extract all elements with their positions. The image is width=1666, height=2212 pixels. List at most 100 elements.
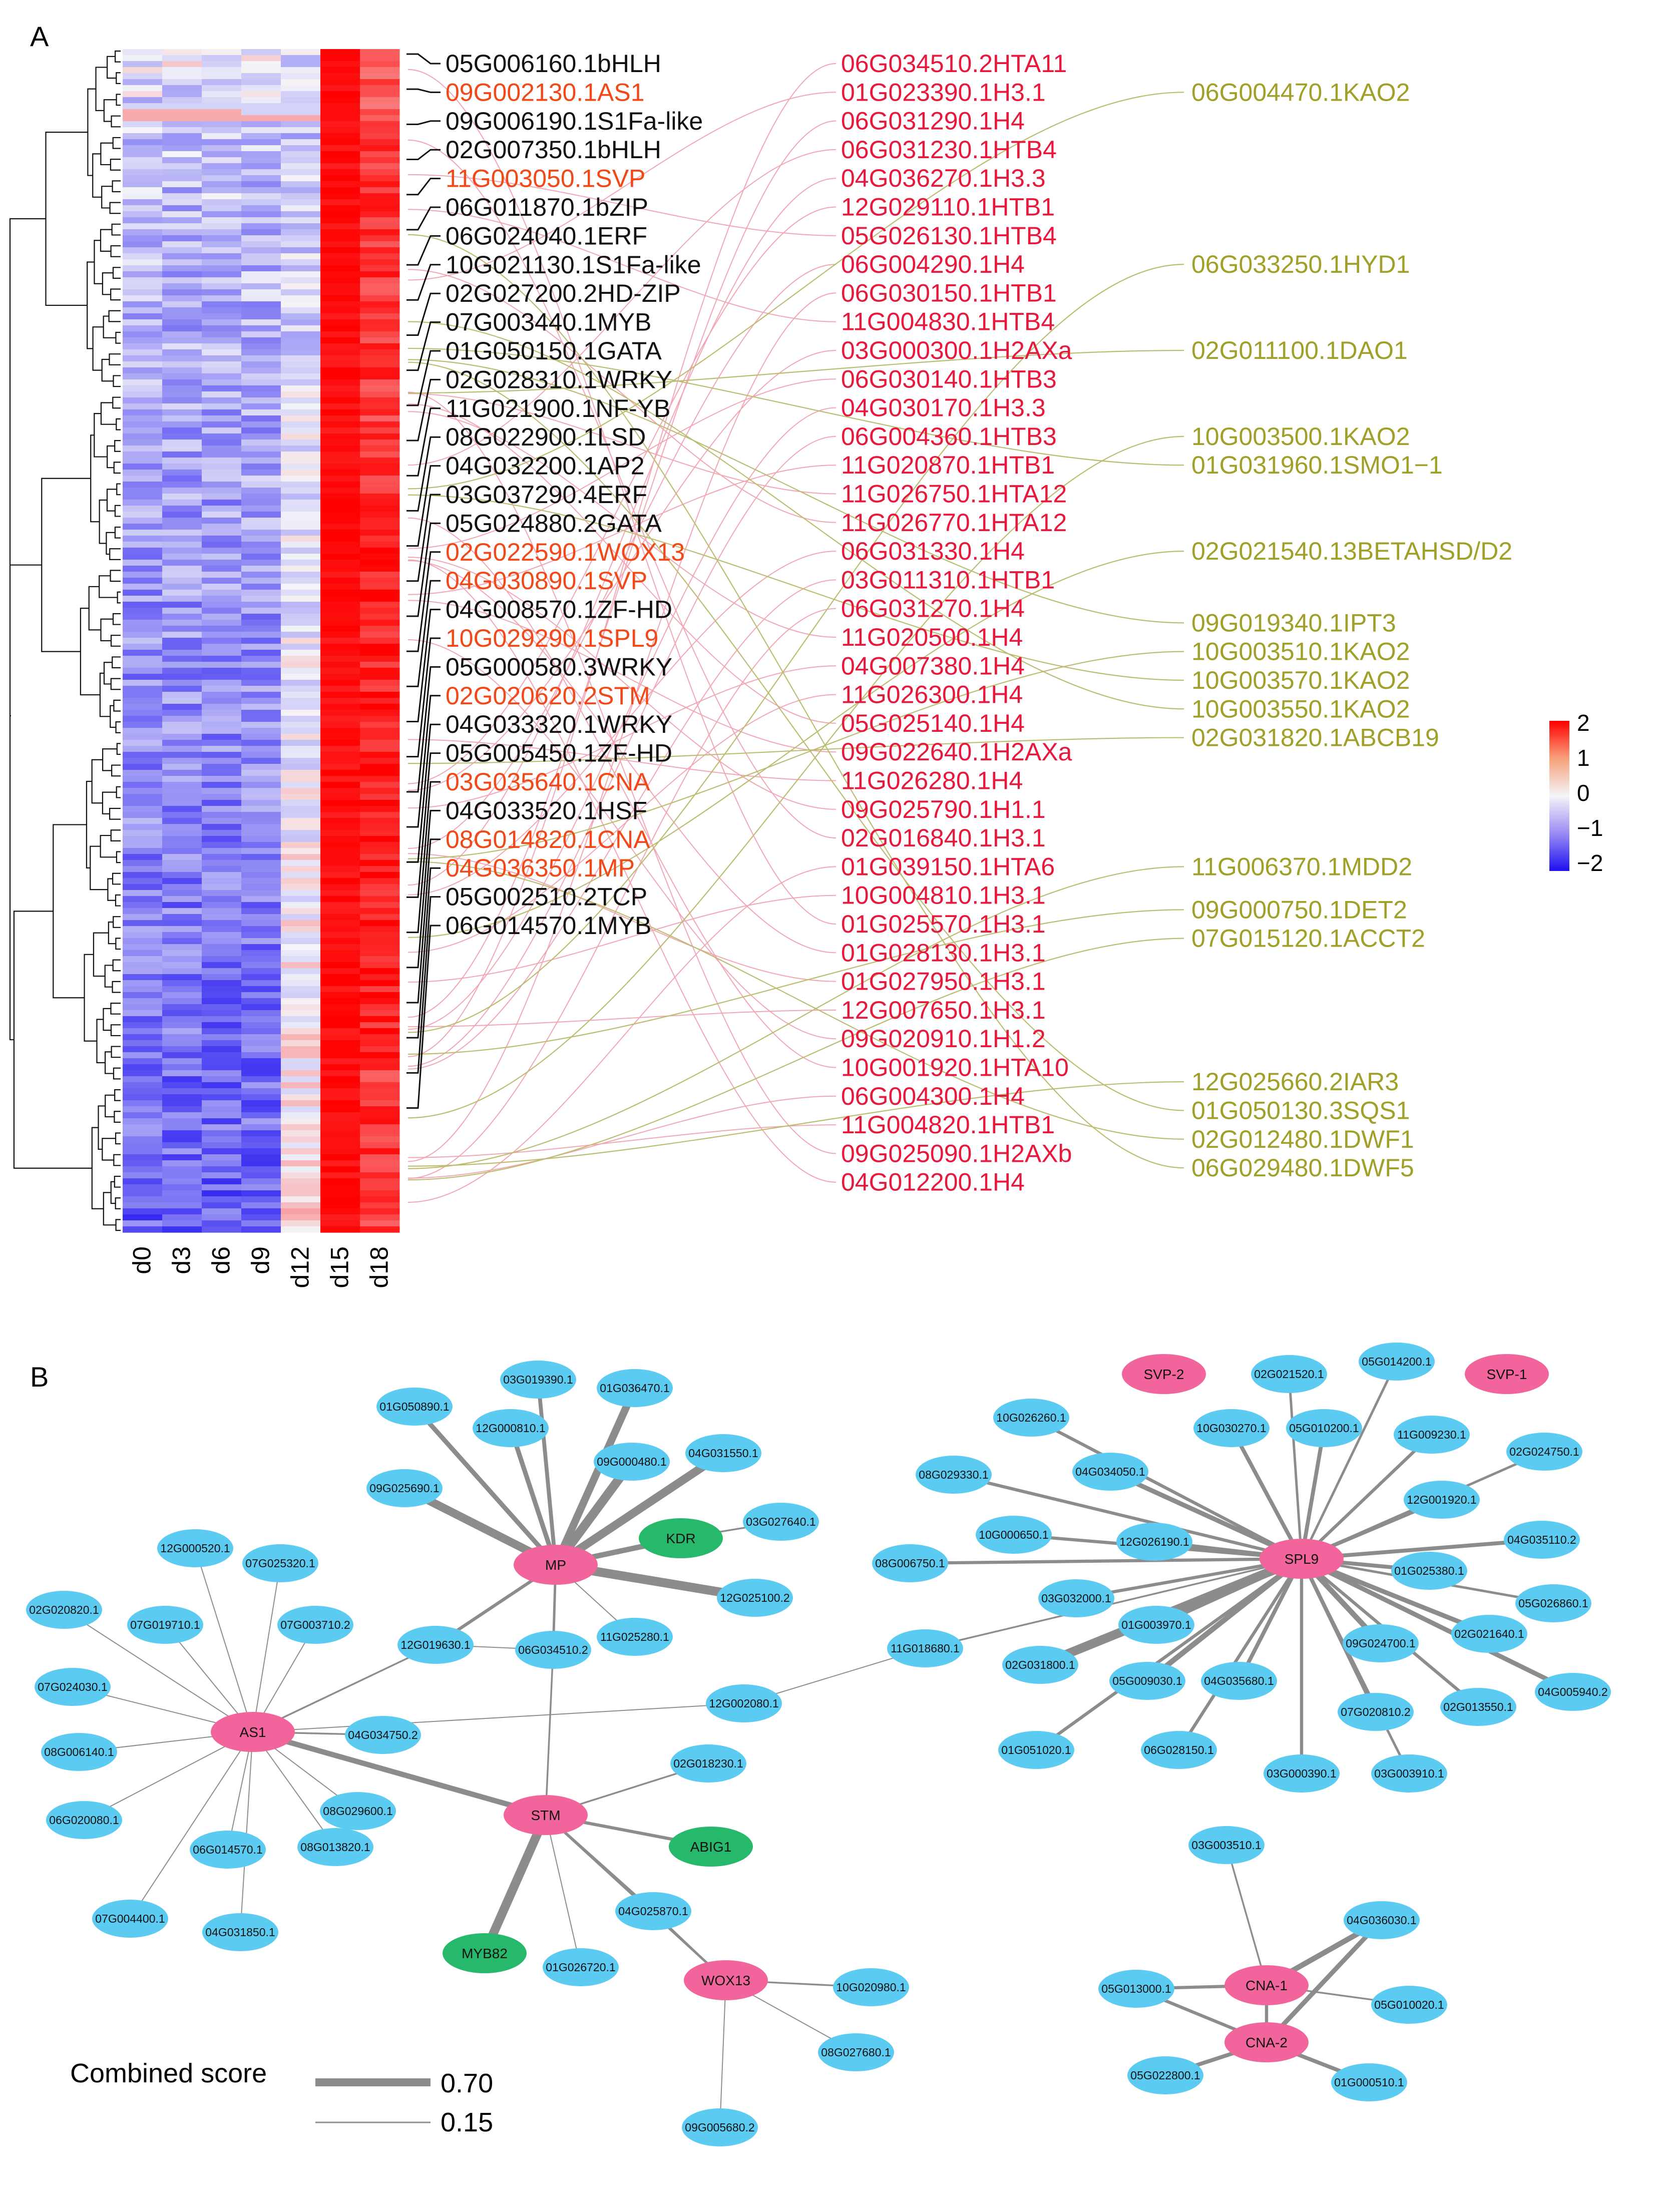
node-04g025870-1[interactable]: 04G025870.1 — [615, 1892, 691, 1930]
node-11g018680-1[interactable]: 11G018680.1 — [887, 1629, 963, 1667]
heatmap-cell — [123, 656, 163, 662]
node-09g024700-1[interactable]: 09G024700.1 — [1343, 1624, 1419, 1662]
heatmap-cell — [123, 1046, 163, 1053]
node-03g000390-1[interactable]: 03G000390.1 — [1264, 1754, 1340, 1793]
heatmap-cell — [320, 620, 360, 626]
node-01g000510-1[interactable]: 01G000510.1 — [1331, 2063, 1407, 2101]
heatmap-cell — [123, 289, 163, 296]
node-kdr[interactable]: KDR — [639, 1518, 723, 1558]
node-10g020980-1[interactable]: 10G020980.1 — [833, 1968, 909, 2006]
node-12g000810-1[interactable]: 12G000810.1 — [473, 1409, 549, 1447]
node-03g027640-1[interactable]: 03G027640.1 — [743, 1503, 819, 1541]
node-09g025690-1[interactable]: 09G025690.1 — [366, 1469, 443, 1507]
node-12g019630-1[interactable]: 12G019630.1 — [397, 1626, 474, 1664]
node-07g004400-1[interactable]: 07G004400.1 — [92, 1900, 168, 1938]
heatmap-cell — [241, 878, 281, 884]
node-12g001920-1[interactable]: 12G001920.1 — [1404, 1481, 1480, 1519]
node-08g013820-1[interactable]: 08G013820.1 — [297, 1828, 373, 1866]
heatmap-cell — [320, 818, 360, 824]
node-02g021520-1[interactable]: 02G021520.1 — [1251, 1355, 1327, 1393]
node-cna-1[interactable]: CNA-1 — [1224, 1965, 1309, 2005]
heatmap-cell — [123, 986, 163, 993]
node-05g022800-1[interactable]: 05G022800.1 — [1127, 2056, 1203, 2094]
node-07g025320-1[interactable]: 07G025320.1 — [242, 1544, 318, 1582]
node-03g019390-1[interactable]: 03G019390.1 — [500, 1361, 576, 1399]
node-01g003970-1[interactable]: 01G003970.1 — [1118, 1606, 1194, 1644]
node-12g026190-1[interactable]: 12G026190.1 — [1116, 1523, 1192, 1561]
node-05g010020-1[interactable]: 05G010020.1 — [1371, 1986, 1447, 2024]
node-08g029600-1[interactable]: 08G029600.1 — [320, 1792, 396, 1830]
node-04g035110-2[interactable]: 04G035110.2 — [1504, 1521, 1580, 1559]
node-01g050890-1[interactable]: 01G050890.1 — [376, 1388, 453, 1426]
node-cna-2[interactable]: CNA-2 — [1224, 2022, 1309, 2062]
node-05g010200-1[interactable]: 05G010200.1 — [1286, 1409, 1362, 1447]
node-12g002080-1[interactable]: 12G002080.1 — [706, 1684, 782, 1722]
node-10g030270-1[interactable]: 10G030270.1 — [1193, 1409, 1270, 1447]
node-svp-2[interactable]: SVP-2 — [1122, 1354, 1206, 1394]
node-05g026860-1[interactable]: 05G026860.1 — [1515, 1584, 1591, 1622]
node-06g014570-1[interactable]: 06G014570.1 — [190, 1831, 266, 1869]
node-11g009230-1[interactable]: 11G009230.1 — [1394, 1416, 1470, 1454]
node-02g018230-1[interactable]: 02G018230.1 — [670, 1744, 746, 1783]
node-07g024030-1[interactable]: 07G024030.1 — [35, 1668, 111, 1706]
heatmap-cell — [281, 1178, 321, 1185]
node-as1[interactable]: AS1 — [211, 1712, 295, 1752]
node-07g019710-1[interactable]: 07G019710.1 — [127, 1606, 203, 1644]
heatmap-cell — [202, 55, 242, 62]
node-02g021640-1[interactable]: 02G021640.1 — [1451, 1615, 1527, 1653]
node-stm[interactable]: STM — [504, 1795, 588, 1835]
node-04g034050-1[interactable]: 04G034050.1 — [1072, 1453, 1148, 1491]
node-08g006140-1[interactable]: 08G006140.1 — [41, 1733, 117, 1771]
node-04g034750-2[interactable]: 04G034750.2 — [345, 1716, 421, 1754]
node-05g009030-1[interactable]: 05G009030.1 — [1109, 1662, 1185, 1700]
node-05g014200-1[interactable]: 05G014200.1 — [1359, 1343, 1435, 1381]
node-03g003910-1[interactable]: 03G003910.1 — [1371, 1754, 1447, 1793]
heatmap-cell — [281, 626, 321, 632]
heatmap-cell — [123, 590, 163, 596]
node-12g025100-2[interactable]: 12G025100.2 — [717, 1579, 793, 1617]
heatmap-cell — [320, 1172, 360, 1179]
node-12g000520-1[interactable]: 12G000520.1 — [157, 1529, 233, 1567]
node-svp-1[interactable]: SVP-1 — [1465, 1354, 1549, 1394]
node-02g020820-1[interactable]: 02G020820.1 — [26, 1591, 102, 1629]
node-08g029330-1[interactable]: 08G029330.1 — [916, 1456, 992, 1494]
node-07g003710-2[interactable]: 07G003710.2 — [277, 1606, 353, 1644]
node-spl9[interactable]: SPL9 — [1260, 1539, 1344, 1579]
node-08g006750-1[interactable]: 08G006750.1 — [872, 1544, 948, 1582]
node-11g025280-1[interactable]: 11G025280.1 — [597, 1618, 673, 1656]
node-01g025380-1[interactable]: 01G025380.1 — [1391, 1552, 1467, 1590]
node-03g032000-1[interactable]: 03G032000.1 — [1038, 1579, 1114, 1617]
node-08g027680-1[interactable]: 08G027680.1 — [818, 2033, 894, 2071]
heatmap-cell — [241, 992, 281, 999]
node-02g031800-1[interactable]: 02G031800.1 — [1002, 1646, 1078, 1684]
node-04g031550-1[interactable]: 04G031550.1 — [685, 1434, 761, 1472]
node-02g013550-1[interactable]: 02G013550.1 — [1440, 1688, 1516, 1726]
node-09g005680-2[interactable]: 09G005680.2 — [682, 2108, 758, 2146]
node-01g026720-1[interactable]: 01G026720.1 — [543, 1948, 619, 1986]
node-myb82[interactable]: MYB82 — [443, 1933, 527, 1973]
node-05g013000-1[interactable]: 05G013000.1 — [1098, 1970, 1174, 2008]
node-02g024750-1[interactable]: 02G024750.1 — [1506, 1433, 1582, 1471]
node-03g003510-1[interactable]: 03G003510.1 — [1188, 1826, 1265, 1864]
histone-label: 11G026770.1HTA12 — [841, 509, 1067, 537]
node-01g036470-1[interactable]: 01G036470.1 — [597, 1369, 673, 1407]
heatmap-cell — [162, 1136, 202, 1143]
node-07g020810-2[interactable]: 07G020810.2 — [1338, 1693, 1414, 1731]
node-abig1[interactable]: ABIG1 — [669, 1827, 753, 1867]
node-mp[interactable]: MP — [514, 1545, 598, 1585]
node-06g028150-1[interactable]: 06G028150.1 — [1141, 1731, 1217, 1769]
node-04g035680-1[interactable]: 04G035680.1 — [1201, 1662, 1277, 1700]
node-06g020080-1[interactable]: 06G020080.1 — [46, 1801, 122, 1839]
node-10g000650-1[interactable]: 10G000650.1 — [976, 1516, 1052, 1554]
node-04g036030-1[interactable]: 04G036030.1 — [1344, 1901, 1420, 1939]
node-wox13[interactable]: WOX13 — [684, 1960, 768, 2000]
node-09g000480-1[interactable]: 09G000480.1 — [594, 1443, 670, 1481]
node-04g005940-2[interactable]: 04G005940.2 — [1535, 1673, 1611, 1711]
tf-label: 04G008570.1ZF-HD — [446, 596, 672, 624]
node-01g051020-1[interactable]: 01G051020.1 — [998, 1731, 1074, 1769]
node-10g026260-1[interactable]: 10G026260.1 — [993, 1399, 1069, 1437]
heatmap-cell — [202, 367, 242, 374]
node-06g034510-2[interactable]: 06G034510.2 — [515, 1631, 591, 1669]
node-04g031850-1[interactable]: 04G031850.1 — [202, 1913, 278, 1951]
network-edge — [1035, 1557, 1303, 1751]
